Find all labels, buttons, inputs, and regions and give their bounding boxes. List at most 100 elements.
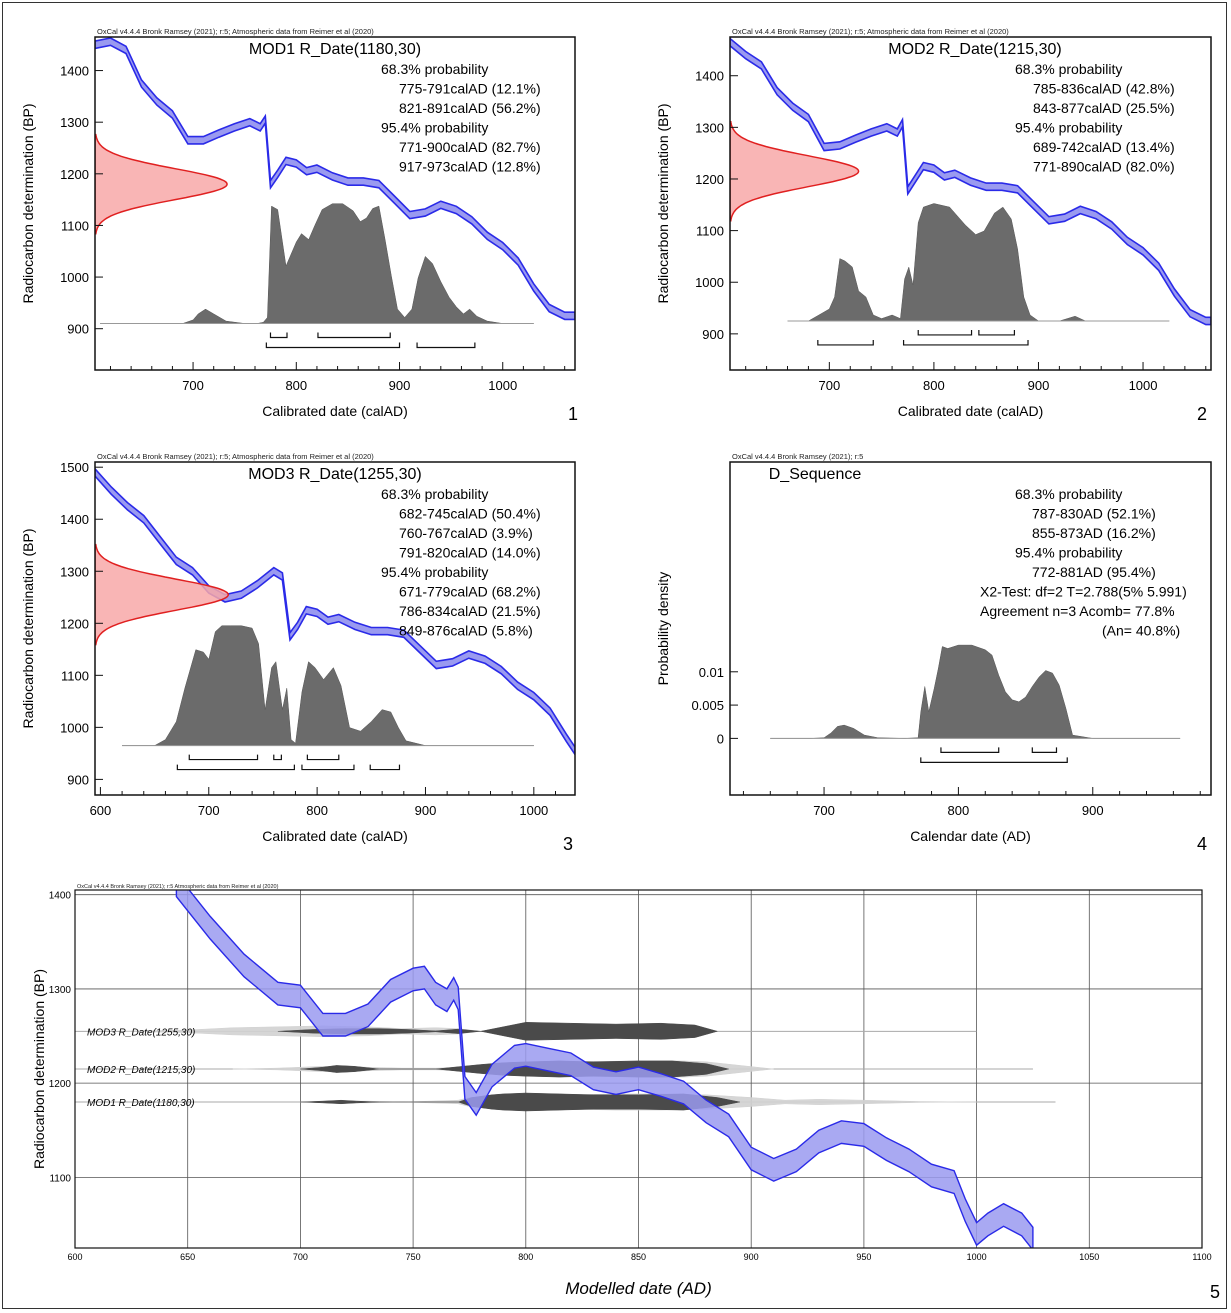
y-tick-label: 1400	[695, 69, 724, 84]
range-bracket	[817, 339, 874, 346]
radiocarbon-prior	[730, 120, 860, 222]
probability-annotation: 689-742calAD (13.4%)	[1033, 139, 1175, 155]
y-tick-label: 1100	[696, 224, 724, 239]
range-bracket	[902, 339, 1029, 346]
plot-area	[75, 890, 1202, 1248]
panel-1: 700 800 900 1000 900 1000 1100 1200 1300 1400 OxCa…	[20, 27, 578, 424]
x-tick-label: 900	[1028, 378, 1050, 393]
y-tick-label: 1300	[60, 115, 89, 130]
range-bracket	[176, 764, 295, 771]
y-tick-label: 1200	[695, 172, 724, 187]
panel-4: 700 800 900 0 0.005 0.01 OxCal v4.4.4 Bronk Ra…	[655, 452, 1212, 854]
range-bracket	[1031, 747, 1058, 753]
panel-label: 1	[568, 404, 578, 424]
y-tick-label: 1400	[49, 891, 72, 902]
panel-label: 2	[1197, 404, 1207, 424]
panel-5: MOD3 R_Date(1255,30) MOD2 R_Date(1215,30)…	[31, 884, 1220, 1302]
x-tick-label: 700	[293, 1252, 308, 1262]
probability-annotation: 917-973calAD (12.8%)	[399, 159, 541, 175]
x-tick-label: 600	[90, 803, 112, 818]
plot-frame	[729, 461, 1212, 796]
y-tick-label: 1100	[61, 218, 89, 233]
x-tick-label: 1000	[967, 1252, 987, 1262]
range-bracket	[273, 754, 282, 761]
chart-title: MOD1 R_Date(1180,30)	[249, 41, 421, 58]
oxcal-header: OxCal v4.4.4 Bronk Ramsey (2021); r:5; A…	[97, 452, 374, 461]
y-tick-label: 1300	[695, 120, 724, 135]
plot-frame	[94, 36, 576, 371]
x-tick-label: 900	[389, 378, 411, 393]
range-bracket	[369, 764, 401, 771]
x-axis-label: Calibrated date (calAD)	[898, 403, 1044, 419]
y-tick-label: 900	[702, 327, 724, 342]
range-bracket	[920, 757, 1068, 763]
x-tick-label: 750	[406, 1252, 421, 1262]
row-label: MOD2 R_Date(1215,30)	[87, 1065, 195, 1076]
x-tick-label: 950	[856, 1252, 871, 1262]
probability-annotation: 855-873AD (16.2%)	[1032, 525, 1156, 541]
range-bracket	[416, 342, 476, 349]
x-tick-label: 1100	[1192, 1252, 1211, 1262]
y-axis-label: Radiocarbon determination (BP)	[655, 104, 671, 304]
range-bracket	[317, 332, 391, 339]
y-tick-label: 1000	[60, 270, 89, 285]
posterior-distribution	[300, 1092, 740, 1112]
x-tick-label: 800	[518, 1252, 533, 1262]
x-tick-label: 900	[415, 803, 437, 818]
panel-label: 5	[1210, 1282, 1220, 1302]
probability-annotation: 760-767calAD (3.9%)	[399, 525, 533, 541]
y-tick-label: 1400	[60, 64, 89, 79]
x-tick-label: 600	[67, 1252, 82, 1262]
probability-annotation: 95.4% probability	[381, 120, 488, 136]
panel-label: 3	[563, 834, 573, 854]
x-tick-label: 1000	[1129, 378, 1158, 393]
probability-annotation: X2-Test: df=2 T=2.788(5% 5.991)	[980, 584, 1187, 600]
plot-area	[95, 37, 575, 349]
probability-annotation: 68.3% probability	[1015, 486, 1122, 502]
chart-title: MOD3 R_Date(1255,30)	[248, 466, 421, 483]
probability-annotation: 95.4% probability	[381, 564, 488, 580]
x-axis-label: Calibrated date (calAD)	[262, 403, 408, 419]
probability-annotation: 68.3% probability	[381, 486, 488, 502]
y-axis-label: Radiocarbon determination (BP)	[31, 969, 47, 1169]
x-tick-label: 800	[948, 803, 970, 818]
x-tick-label: 900	[744, 1252, 759, 1262]
chart-title: MOD2 R_Date(1215,30)	[888, 41, 1061, 58]
probability-annotation: 95.4% probability	[1015, 545, 1122, 561]
range-bracket	[917, 329, 973, 336]
y-axis-label: Radiocarbon determination (BP)	[20, 529, 36, 729]
x-tick-label: 1050	[1079, 1252, 1099, 1262]
y-tick-label: 1300	[60, 564, 89, 579]
probability-annotation: 849-876calAD (5.8%)	[399, 623, 533, 639]
probability-annotation: 68.3% probability	[1015, 61, 1122, 77]
y-tick-label: 1200	[49, 1079, 72, 1090]
panel-label: 4	[1197, 834, 1207, 854]
panel-2: 700 800 900 1000 900 1000 1100 1200 1300 1400 OxCa…	[655, 27, 1212, 424]
x-tick-label: 700	[182, 378, 204, 393]
oxcal-header: OxCal v4.4.4 Bronk Ramsey (2021); r:5	[732, 452, 863, 461]
y-tick-label: 1000	[60, 720, 89, 735]
x-tick-label: 850	[631, 1252, 646, 1262]
plot-area	[769, 644, 1181, 763]
probability-annotation: 671-779calAD (68.2%)	[399, 584, 541, 600]
y-tick-label: 900	[67, 322, 89, 337]
x-tick-label: 1000	[488, 378, 517, 393]
probability-annotation: 95.4% probability	[1015, 120, 1122, 136]
y-tick-label: 1100	[61, 668, 89, 683]
plot-frame	[729, 36, 1212, 371]
range-bracket	[978, 329, 1016, 336]
density-distribution	[769, 644, 1181, 739]
probability-annotation: 821-891calAD (56.2%)	[399, 100, 541, 116]
x-tick-label: 650	[180, 1252, 195, 1262]
y-tick-label: 0.01	[699, 665, 724, 680]
x-tick-label: 700	[818, 378, 840, 393]
probability-annotation: 775-791calAD (12.1%)	[399, 81, 541, 97]
probability-annotation: 68.3% probability	[381, 61, 488, 77]
range-bracket	[301, 764, 355, 771]
range-bracket	[940, 747, 1000, 753]
panel-3: 600 700 800 900 1000 900 1000 1100 1200 1300 1400 1…	[20, 452, 576, 854]
probability-annotation: 791-820calAD (14.0%)	[399, 545, 541, 561]
radiocarbon-prior	[95, 133, 228, 235]
posterior-distribution	[121, 625, 535, 746]
